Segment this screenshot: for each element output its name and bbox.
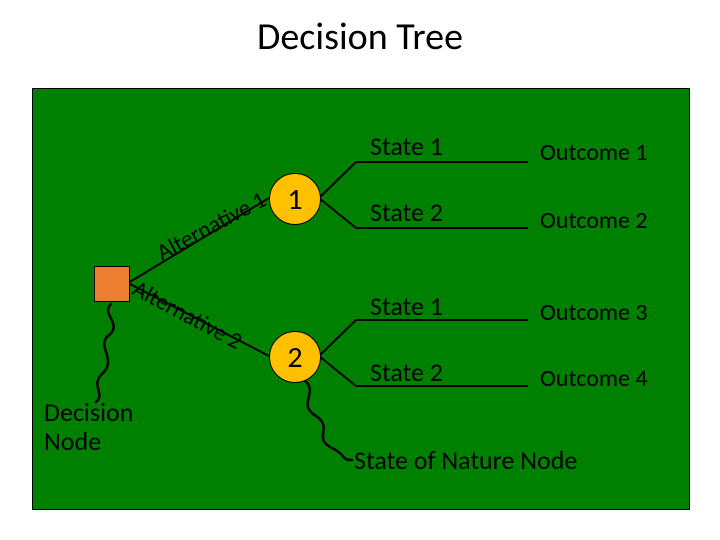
outcome-label: Outcome 4 <box>540 364 648 393</box>
state-label: State 1 <box>370 130 443 162</box>
decision-node-annotation-l1: Decision <box>44 396 133 428</box>
state-label: State 2 <box>370 356 443 388</box>
title-text: Decision Tree <box>257 14 463 60</box>
chance-node-1: 1 <box>269 173 321 225</box>
chance-node-2-label: 2 <box>287 339 302 376</box>
state-label: State 2 <box>370 196 443 228</box>
chance-node-2: 2 <box>269 331 321 383</box>
outcome-label: Outcome 3 <box>540 298 648 327</box>
outcome-label: Outcome 2 <box>540 206 648 235</box>
state-label: State 1 <box>370 290 443 322</box>
outcome-label: Outcome 1 <box>540 138 648 167</box>
nature-node-annotation: State of Nature Node <box>354 444 577 476</box>
decision-node-annotation-l2: Node <box>44 425 101 457</box>
slide: Decision Tree 1 2 Alternative 1 Alternat… <box>0 0 720 540</box>
chance-node-1-label: 1 <box>287 181 302 218</box>
decision-node-annotation: Decision Node <box>44 398 133 455</box>
decision-node-box <box>94 266 130 302</box>
page-title: Decision Tree <box>0 14 720 60</box>
